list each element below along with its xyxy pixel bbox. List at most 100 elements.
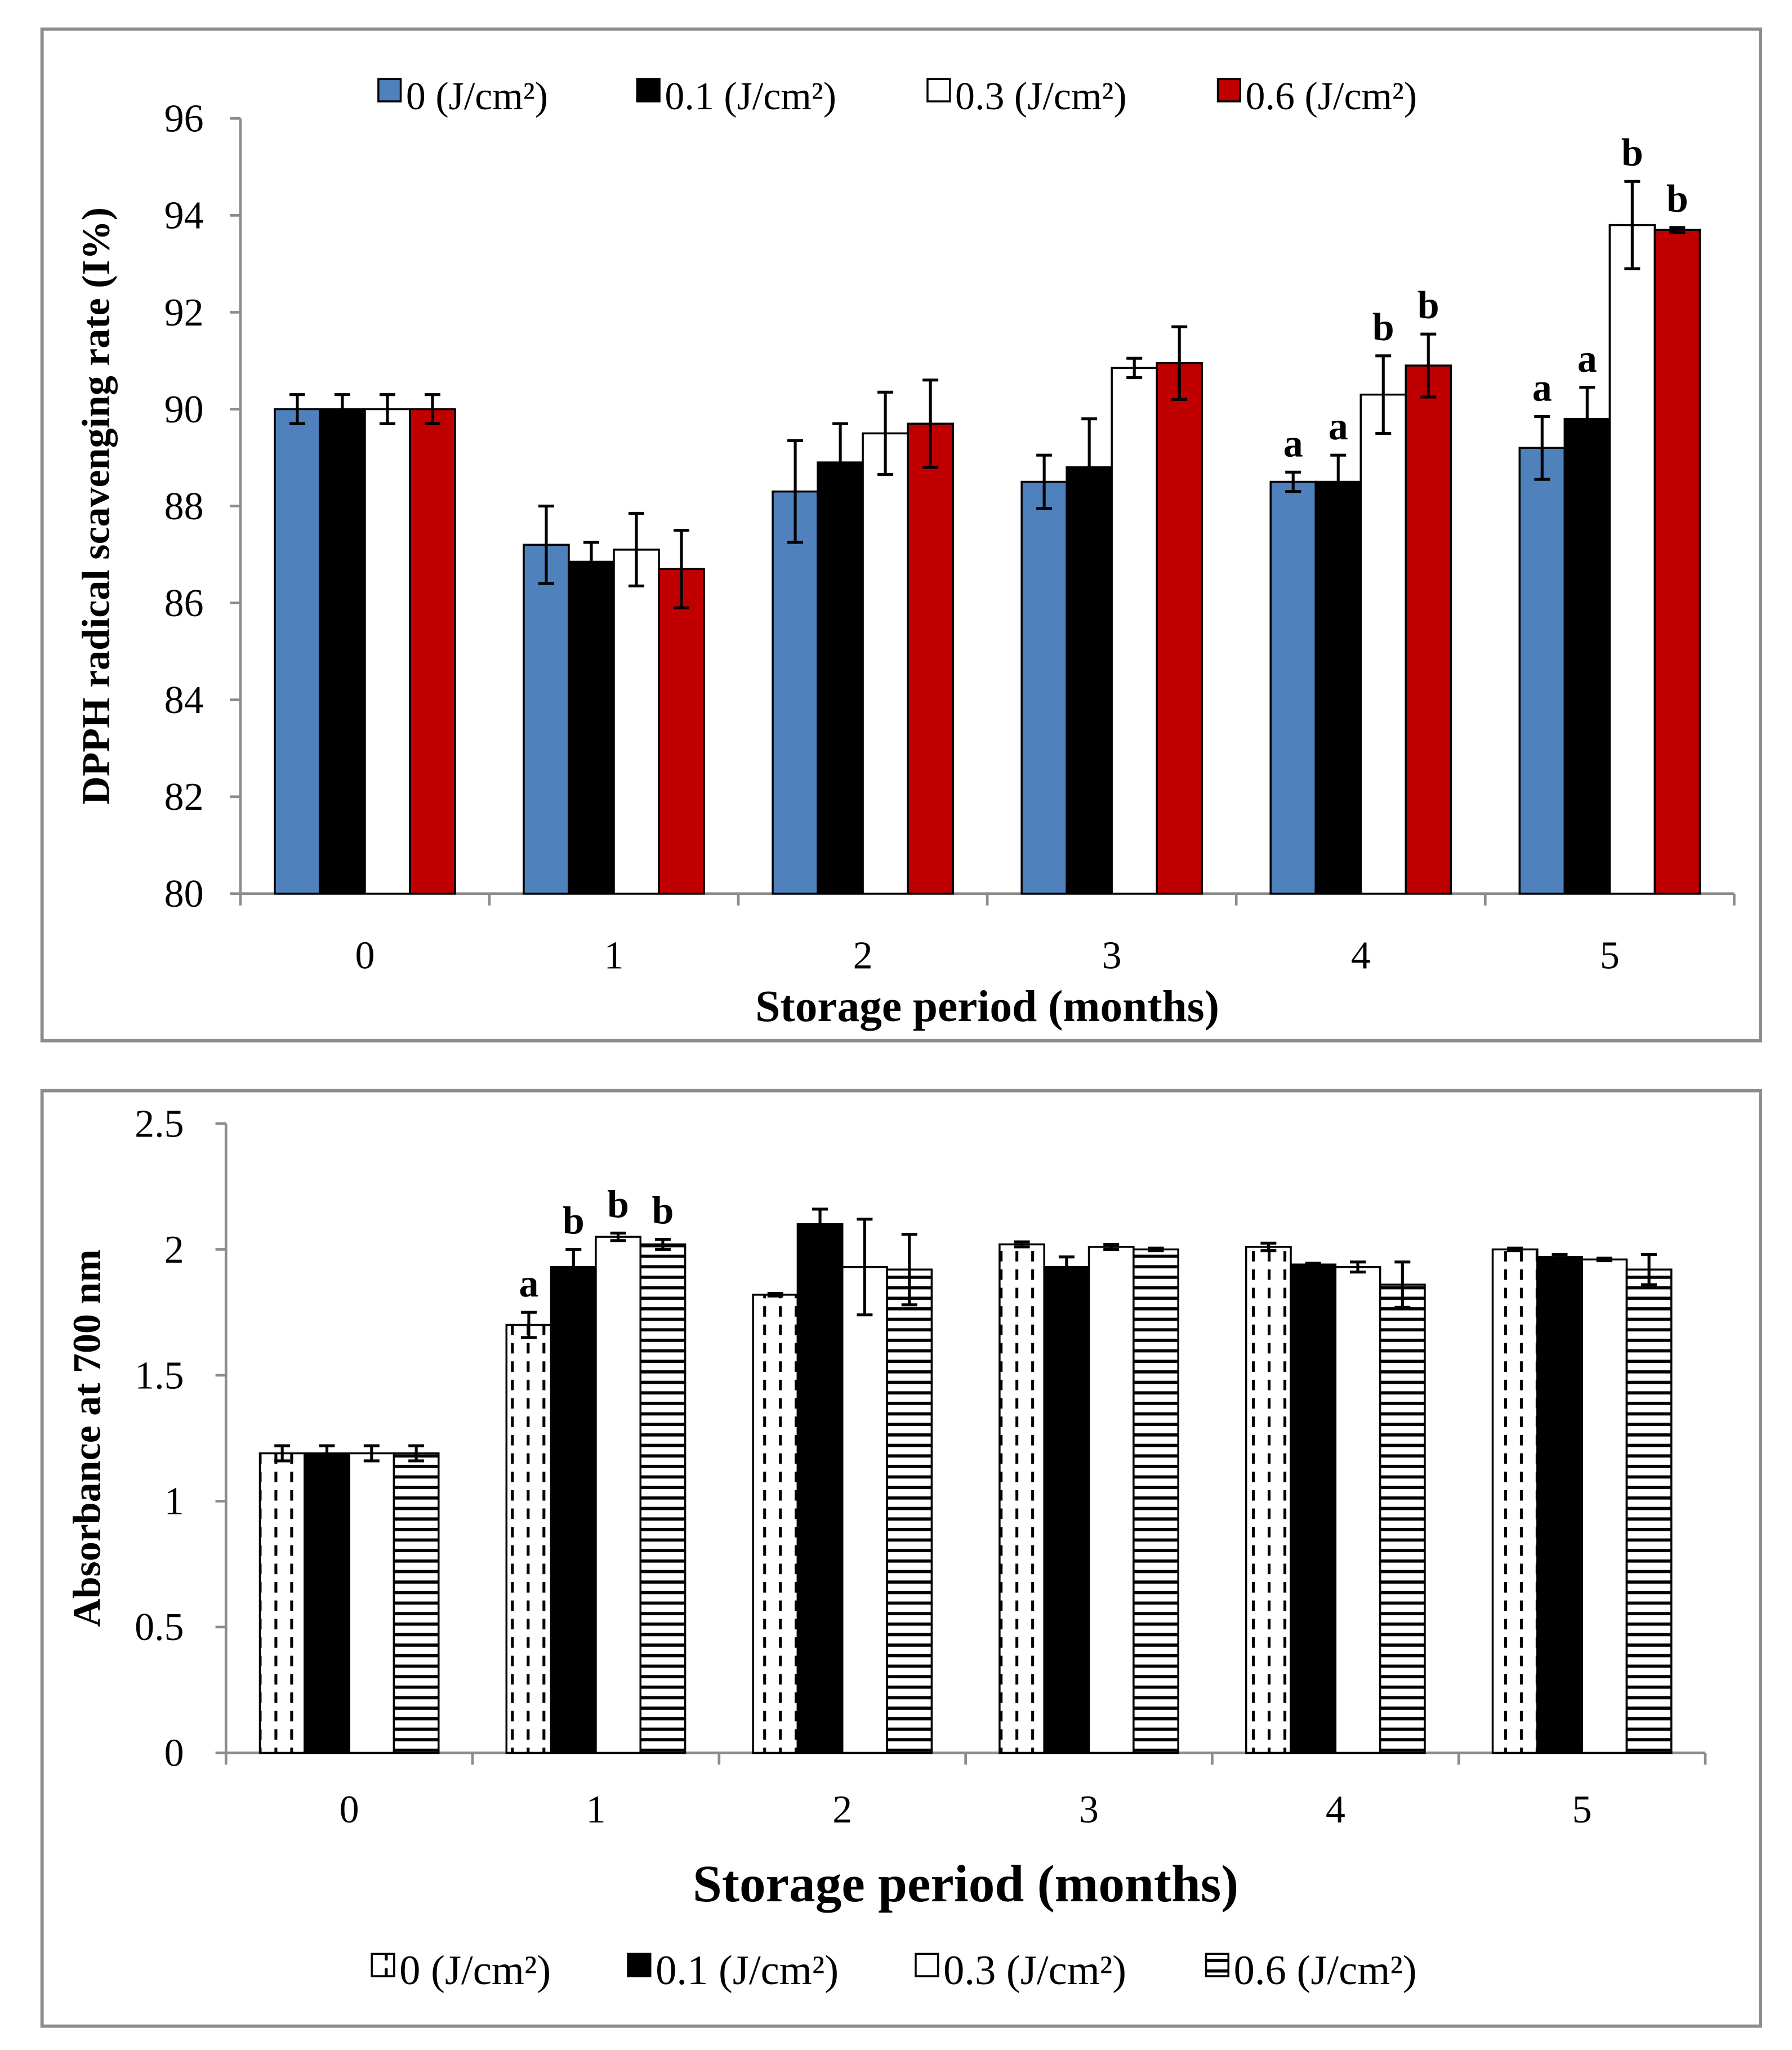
- bar: [1491, 1248, 1539, 1754]
- x-tick-label: 5: [1572, 1788, 1592, 1831]
- x-axis-title: Storage period (months): [755, 982, 1219, 1031]
- x-tick-label: 5: [1600, 934, 1620, 978]
- legend-swatch: [627, 1953, 652, 1977]
- significance-letter: b: [652, 1189, 674, 1233]
- bar: [886, 1268, 933, 1754]
- significance-letter: a: [1329, 405, 1348, 448]
- bar: [817, 461, 864, 895]
- legend-label: 0.1 (J/cm²): [656, 1947, 839, 1994]
- bar: [1405, 364, 1452, 895]
- significance-letter: b: [1666, 177, 1688, 221]
- bar: [862, 432, 909, 895]
- absorbance-chart: 0 0.5 1 1.5 2 2.5 0 1 2 3 4 5 Storage period (months…: [65, 1102, 1707, 1994]
- x-tick-label: 3: [1079, 1788, 1099, 1831]
- bar: [1536, 1256, 1583, 1754]
- dpph-chart: 80 82 84 86 88 90 92 94 96 0 1 2 3 4 5 Storage period (…: [75, 75, 1736, 1031]
- bar: [348, 1452, 395, 1754]
- bar: [1043, 1265, 1090, 1754]
- significance-letter: b: [607, 1183, 629, 1226]
- y-tick-label: 1.5: [135, 1354, 184, 1397]
- bar: [639, 1243, 687, 1754]
- y-tick-label: 0.5: [135, 1606, 184, 1649]
- y-tick-label: 2: [164, 1228, 184, 1272]
- bar: [550, 1265, 597, 1754]
- y-tick-label: 80: [164, 872, 204, 916]
- bar: [364, 408, 411, 895]
- legend-label: 0 (J/cm²): [399, 1947, 551, 1994]
- bar: [796, 1223, 844, 1754]
- y-tick-label: 92: [164, 291, 204, 335]
- y-tick-label: 86: [164, 582, 204, 625]
- bar: [1581, 1258, 1628, 1754]
- significance-letter: b: [1372, 306, 1394, 349]
- bar: [393, 1452, 440, 1754]
- significance-letter: b: [563, 1199, 585, 1242]
- legend-label: 0.3 (J/cm²): [943, 1947, 1126, 1994]
- legend-label: 0 (J/cm²): [406, 75, 548, 118]
- legend-label: 0.3 (J/cm²): [955, 75, 1127, 118]
- y-tick-label: 1: [164, 1480, 184, 1523]
- legend-swatch: [371, 1953, 395, 1977]
- y-tick-label: 84: [164, 679, 204, 722]
- bar: [907, 422, 954, 895]
- legend-label: 0.1 (J/cm²): [665, 75, 836, 118]
- bar: [752, 1294, 799, 1754]
- bar: [595, 1236, 642, 1754]
- bar: [505, 1323, 552, 1754]
- bar: [523, 543, 570, 895]
- significance-letter: b: [1621, 131, 1643, 175]
- bar: [568, 560, 615, 895]
- bar: [1359, 393, 1407, 895]
- bar: [1269, 480, 1317, 895]
- legend-swatch: [915, 1953, 939, 1977]
- bar: [1156, 362, 1203, 895]
- bar: [1245, 1246, 1292, 1754]
- y-tick-label: 0: [164, 1732, 184, 1775]
- x-tick-label: 1: [586, 1788, 605, 1831]
- significance-letter: a: [1283, 422, 1303, 465]
- bar: [1563, 417, 1611, 895]
- y-tick-label: 90: [164, 388, 204, 431]
- bar: [1087, 1246, 1135, 1754]
- y-tick-label: 94: [164, 194, 204, 238]
- significance-letter: a: [519, 1262, 538, 1305]
- bar: [1334, 1265, 1381, 1754]
- bar: [1518, 447, 1566, 895]
- y-axis-title: Absorbance at 700 nm: [65, 1249, 109, 1627]
- legend-swatch: [1216, 78, 1241, 102]
- y-tick-label: 88: [164, 485, 204, 528]
- bar: [1625, 1268, 1673, 1754]
- y-tick-label: 2.5: [135, 1102, 184, 1146]
- x-tick-label: 4: [1351, 934, 1371, 978]
- bar: [772, 490, 819, 895]
- bar: [1066, 466, 1113, 895]
- significance-letter: a: [1577, 337, 1597, 381]
- bar: [1314, 480, 1362, 895]
- bar: [1290, 1263, 1337, 1754]
- x-tick-label: 2: [832, 1788, 852, 1831]
- legend-swatch: [1205, 1953, 1229, 1977]
- x-tick-label: 1: [604, 934, 624, 978]
- bar: [258, 1452, 306, 1754]
- bar: [409, 408, 456, 895]
- bar: [319, 408, 366, 895]
- bar: [1379, 1284, 1426, 1754]
- bar: [998, 1243, 1045, 1754]
- bar: [613, 549, 660, 895]
- y-axis-title: DPPH radical scavenging rate (I%): [75, 207, 118, 805]
- legend-swatch: [377, 78, 402, 102]
- x-tick-label: 0: [340, 1788, 359, 1831]
- x-tick-label: 3: [1102, 934, 1122, 978]
- x-axis-title: Storage period (months): [693, 1855, 1238, 1913]
- bar: [1020, 480, 1068, 895]
- bar: [274, 408, 321, 895]
- y-tick-label: 82: [164, 776, 204, 819]
- x-tick-label: 4: [1326, 1788, 1345, 1831]
- x-tick-label: 0: [355, 934, 375, 978]
- legend-swatch: [636, 78, 661, 102]
- bar: [1133, 1248, 1179, 1754]
- bar: [1608, 224, 1656, 895]
- legend-label: 0.6 (J/cm²): [1246, 75, 1417, 118]
- x-tick-label: 2: [853, 934, 873, 978]
